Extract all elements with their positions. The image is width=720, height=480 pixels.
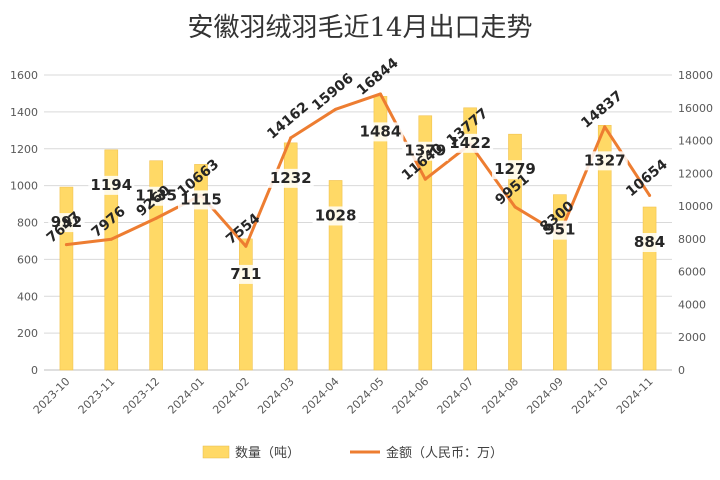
line-point [513, 205, 517, 209]
bar-data-label-bg [492, 160, 538, 180]
line-point [378, 92, 382, 96]
line-point [289, 136, 293, 140]
right-axis-tick-label: 16000 [678, 102, 713, 115]
line-point [603, 125, 607, 129]
right-axis: 0 2000 4000 6000 8000 10000 12000 14000 16000 180… [678, 69, 713, 377]
right-axis-tick-label: 6000 [678, 266, 706, 279]
bar-data-label-bg [402, 141, 449, 161]
bar [239, 238, 253, 371]
x-axis: 2023-10 2023-11 2023-12 2024-01 2024-02 2024-… [31, 375, 656, 417]
bar-data-label-bg [267, 168, 314, 188]
bar-data-label: 992 [51, 213, 82, 231]
bar [642, 206, 657, 371]
x-axis-tick-label: 2024-05 [345, 375, 387, 417]
bar-data-label: 1422 [449, 134, 491, 152]
line-point [109, 237, 113, 241]
x-axis-tick-label: 2024-11 [614, 375, 656, 417]
bar [328, 180, 343, 371]
bar-data-label: 1279 [494, 160, 536, 178]
line-point [648, 193, 652, 197]
bar-data-label-bg [178, 190, 224, 210]
left-axis-tick-label: 600 [17, 253, 38, 266]
line-point [64, 243, 68, 247]
bar-data-label: 1379 [404, 142, 446, 160]
chart-title: 安徽羽绒羽毛近14月出口走势 [187, 13, 532, 43]
x-axis-tick-label: 2023-11 [76, 375, 118, 417]
bar-data-label: 1028 [315, 206, 357, 224]
line-data-label: 14162 [264, 99, 312, 143]
bar-data-label-bg [357, 122, 404, 142]
bar-data-label-bg [631, 233, 668, 253]
line-point [423, 177, 427, 181]
bar-data-label-bg [88, 175, 135, 195]
bar [194, 164, 208, 371]
bar [283, 142, 298, 371]
right-axis-tick-label: 10000 [678, 200, 713, 213]
line-data-label: 14837 [578, 88, 626, 132]
right-axis-tick-label: 0 [678, 364, 685, 377]
legend-bar-label: 数量（吨） [235, 446, 300, 461]
bar [418, 115, 433, 371]
left-axis: 0 200 400 600 800 1000 1200 1400 1600 [10, 69, 38, 377]
left-axis-tick-label: 1400 [10, 106, 38, 119]
bar-data-label: 1135 [135, 187, 177, 205]
bar [508, 133, 522, 371]
bar [597, 125, 612, 371]
bar [463, 107, 477, 371]
bar-data-label: 1327 [584, 151, 626, 169]
left-axis-tick-label: 200 [17, 327, 38, 340]
line-data-label: 16844 [354, 55, 402, 99]
bar-data-label: 1194 [90, 176, 132, 194]
right-axis-tick-label: 2000 [678, 331, 706, 344]
x-axis-tick-label: 2024-06 [390, 375, 432, 417]
left-axis-tick-label: 0 [31, 364, 38, 377]
x-axis-tick-label: 2023-10 [31, 375, 73, 417]
bar-data-label: 1115 [180, 190, 222, 208]
bar-data-label: 711 [230, 265, 261, 283]
x-axis-tick-label: 2024-02 [210, 375, 252, 417]
left-axis-tick-label: 1000 [10, 180, 38, 193]
left-axis-tick-label: 1600 [10, 69, 38, 82]
x-axis-tick-label: 2024-07 [435, 375, 477, 417]
left-axis-tick-label: 1200 [10, 143, 38, 156]
left-axis-tick-label: 800 [17, 217, 38, 230]
right-axis-tick-label: 18000 [678, 69, 713, 82]
bar-data-label-bg [227, 264, 265, 284]
x-axis-tick-label: 2024-04 [300, 375, 342, 417]
bar [149, 160, 163, 371]
bar-data-label: 1484 [360, 122, 402, 140]
x-axis-tick-label: 2024-01 [165, 375, 207, 417]
bar-data-label: 951 [544, 221, 575, 239]
x-axis-tick-label: 2024-08 [479, 375, 521, 417]
left-axis-tick-label: 400 [17, 290, 38, 303]
legend-bar-swatch [202, 445, 230, 459]
bar-data-label-bg [581, 151, 628, 171]
x-axis-tick-label: 2023-12 [121, 375, 163, 417]
bar-data-label-bg [541, 220, 579, 240]
bar-data-label-bg [133, 186, 180, 206]
bar-data-label-bg [48, 213, 85, 233]
right-axis-tick-label: 4000 [678, 298, 706, 311]
bar-data-label-bg [312, 206, 359, 226]
bar-data-label: 1232 [270, 169, 312, 187]
bar-data-label: 884 [634, 233, 665, 251]
legend-line-label: 金额（人民币：万） [386, 445, 503, 461]
x-axis-tick-label: 2024-03 [255, 375, 297, 417]
bar [59, 186, 74, 371]
bar [104, 149, 119, 371]
line-point [154, 216, 158, 220]
right-axis-tick-label: 12000 [678, 167, 713, 180]
right-axis-tick-label: 14000 [678, 135, 713, 148]
x-axis-tick-label: 2024-10 [569, 375, 611, 417]
right-axis-tick-label: 8000 [678, 233, 706, 246]
legend: 数量（吨） 金额（人民币：万） [202, 445, 503, 461]
x-axis-tick-label: 2024-09 [524, 375, 566, 417]
line-point [244, 244, 248, 248]
line-point [334, 107, 338, 111]
bar-data-label-bg [447, 133, 494, 153]
line-data-label: 15906 [309, 70, 357, 114]
